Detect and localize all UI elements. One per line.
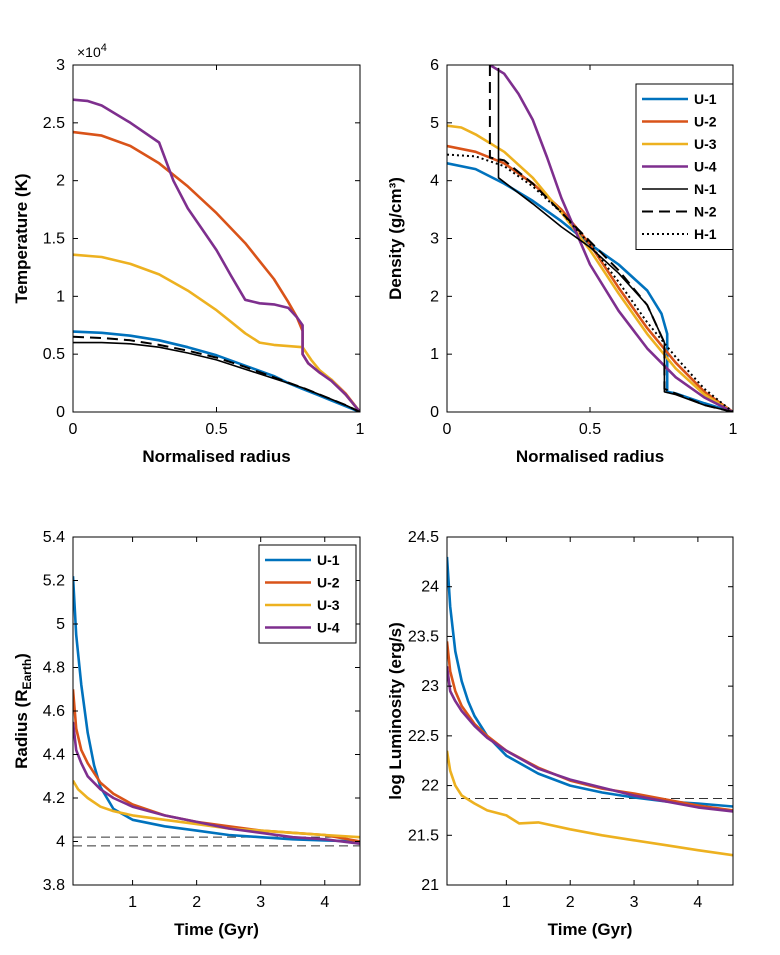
y-axis-exponent: ×104 [77,42,107,60]
series-line-u-4 [73,98,360,412]
legend-label: U-2 [694,114,717,130]
x-axis-label: Time (Gyr) [548,920,633,939]
x-axis-label: Normalised radius [142,447,290,466]
y-tick-label: 22.5 [408,728,439,745]
x-tick-label: 4 [320,894,329,911]
y-tick-label: 0 [430,404,439,421]
y-tick-label: 2 [56,173,65,190]
x-axis-label: Normalised radius [516,447,664,466]
x-axis-label: Time (Gyr) [174,920,259,939]
series-line-u-4 [73,721,360,845]
chart-density: 0 0.5 1 0 1 2 3 4 5 6 Normalised radius Density (g/… [386,57,738,466]
chart-temp: 0 0.5 1 0 0.5 1 1.5 2 2.5 3 ×104 Normalised radius T… [12,42,365,466]
legend-label: N-2 [694,204,717,220]
y-axis-label: Density (g/cm³) [386,177,405,300]
y-tick-label: 4 [430,173,439,190]
y-tick-label: 21.5 [408,827,439,844]
x-tick-label: 1 [502,894,511,911]
series-line-u-4 [489,65,733,412]
y-tick-label: 0.5 [43,346,65,363]
series-line-u-1 [447,556,733,808]
y-axis-label: log Luminosity (erg/s) [386,622,405,800]
y-tick-label: 5 [430,115,439,132]
x-tick-label: 1 [128,894,137,911]
legend-label: U-2 [317,575,340,591]
x-tick-label: 3 [256,894,265,911]
y-tick-label: 21 [421,877,439,894]
legend-label: N-1 [694,181,717,197]
series-line-u-3 [447,750,733,857]
legend-label: U-4 [694,159,717,175]
x-tick-label: 0.5 [205,421,227,438]
y-tick-label: 4.4 [43,747,65,764]
legend-label: U-3 [694,136,717,152]
y-axis-label: Radius (REarth) [12,653,34,769]
legend-label: U-4 [317,620,340,636]
y-tick-label: 4 [56,834,65,851]
y-tick-label: 4.6 [43,703,65,720]
legend: U-1 U-2 U-3 U-4 N-1 N-2 H-1 [635,83,734,250]
series-group [447,65,733,412]
y-tick-label: 6 [430,57,439,74]
y-tick-label: 23.5 [408,628,439,645]
y-tick-label: 2 [430,288,439,305]
y-tick-label: 5 [56,616,65,633]
legend-label: U-3 [317,597,340,613]
plot-frame [446,536,734,886]
y-tick-label: 24.5 [408,529,439,546]
series-line-n-1 [73,341,360,412]
series-line-n-2 [488,65,733,412]
series-line-u-1 [73,330,360,412]
y-axis-label: Temperature (K) [12,173,31,303]
x-tick-label: 2 [192,894,201,911]
x-tick-label: 3 [630,894,639,911]
x-tick-label: 0 [69,421,78,438]
series-group [73,98,360,412]
y-tick-label: 5.2 [43,573,65,590]
series-line-h-1 [447,153,733,412]
series-line-u-3 [73,779,360,839]
y-tick-label: 0 [56,404,65,421]
y-tick-label: 4.2 [43,790,65,807]
y-tick-label: 24 [421,579,439,596]
legend-label: U-1 [694,91,717,107]
series-line-u-4 [447,666,733,813]
x-tick-label: 2 [566,894,575,911]
x-tick-label: 0.5 [579,421,601,438]
series-group [73,576,360,845]
legend: U-1 U-2 U-3 U-4 [258,544,357,644]
x-tick-label: 0 [443,421,452,438]
legend-label: H-1 [694,226,717,242]
y-tick-label: 5.4 [43,529,65,546]
y-tick-label: 22 [421,778,439,795]
x-tick-label: 1 [356,421,365,438]
x-tick-label: 1 [729,421,738,438]
y-tick-label: 3 [56,57,65,74]
y-tick-label: 4.8 [43,660,65,677]
legend-label: U-1 [317,552,340,568]
series-line-u-3 [73,253,360,412]
chart-radius: 1 2 3 4 3.8 4 4.2 4.4 4.6 4.8 5 5.2 5.4 Time (Gyr) Rad… [12,529,361,939]
series-line-u-2 [73,689,360,843]
y-tick-label: 3 [430,231,439,248]
y-tick-label: 1 [430,346,439,363]
y-tick-label: 1 [56,288,65,305]
x-tick-label: 4 [693,894,702,911]
series-line-u-1 [73,576,360,843]
y-tick-label: 23 [421,678,439,695]
y-tick-label: 3.8 [43,877,65,894]
y-tick-label: 2.5 [43,115,65,132]
series-group [447,556,733,857]
y-tick-label: 1.5 [43,231,65,248]
series-line-n-2 [73,335,360,412]
